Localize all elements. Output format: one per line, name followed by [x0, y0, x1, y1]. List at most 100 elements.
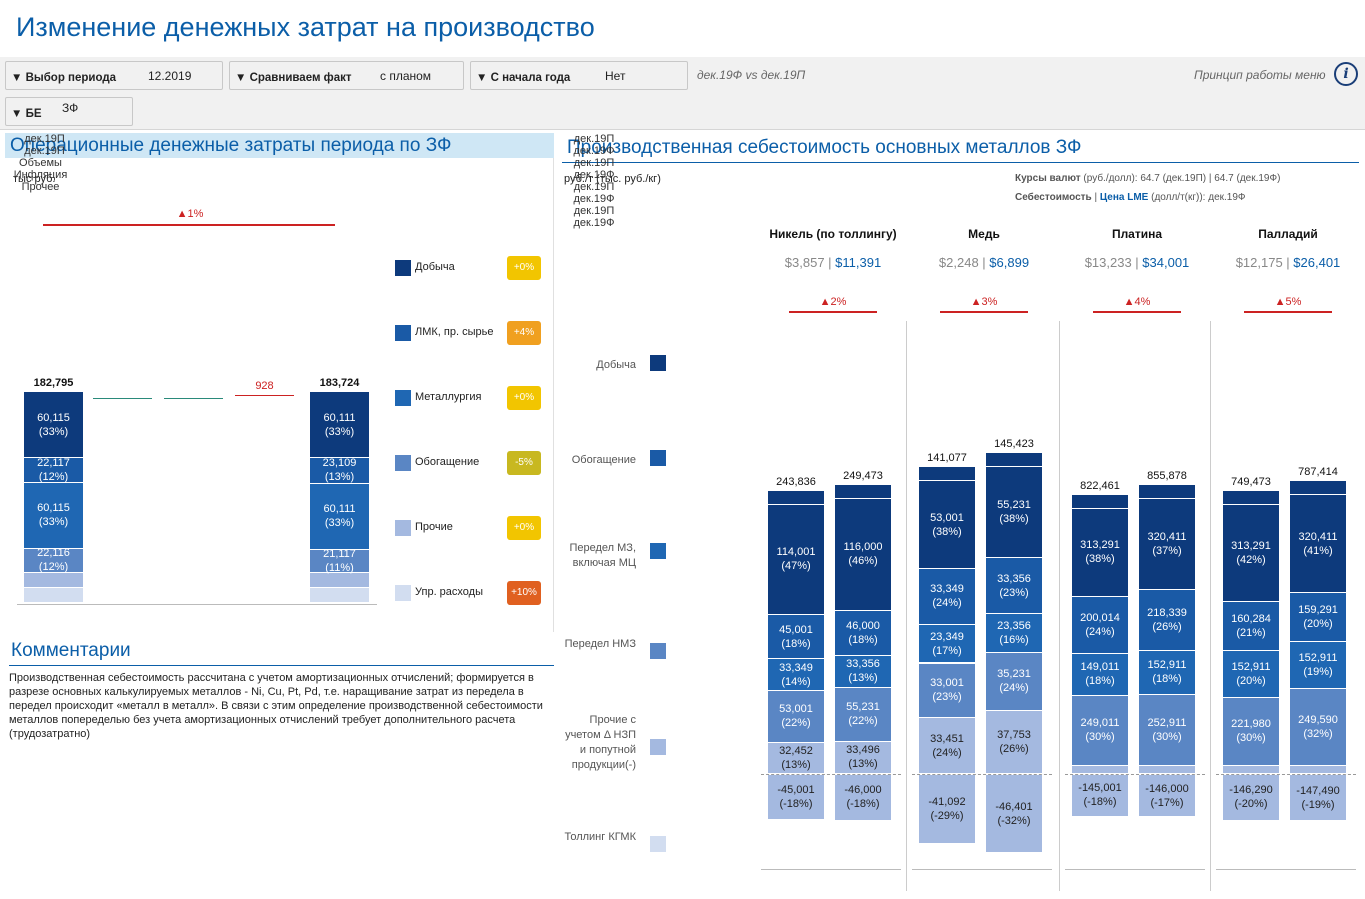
metal-bar-cap	[1139, 485, 1195, 499]
segment-value: 33,451	[930, 732, 964, 745]
metal-lme-price: $6,899	[989, 255, 1030, 270]
segment-value: 249,590	[1298, 714, 1338, 727]
bridge-label: Объемы	[19, 157, 62, 169]
left-bar2-segment: 60,111 (33%)	[310, 483, 369, 549]
metal-segment: 33,356 (23%)	[986, 558, 1042, 613]
compare-filter[interactable]: ▼ Сравниваем факт с планом	[229, 61, 464, 90]
segment-value: -45,001	[777, 783, 815, 796]
metal-segment	[1072, 766, 1128, 773]
ytd-filter-label: ▼ С начала года	[476, 72, 571, 84]
metal-lme-price: $26,401	[1293, 255, 1341, 270]
metal-segment: 53,001 (38%)	[919, 481, 975, 569]
fx-rates: Курсы валют (руб./долл): 64.7 (дек.19П) …	[1015, 173, 1280, 184]
bridge-step	[235, 395, 294, 397]
metal-segment: 46,000 (18%)	[835, 611, 891, 655]
legend-label: ЛМК, пр. сырье	[415, 326, 494, 338]
metal-bar-cap	[1223, 491, 1279, 505]
info-icon[interactable]: i	[1334, 62, 1358, 86]
metal-delta-line	[1244, 311, 1332, 313]
be-filter-label: ▼ БЕ	[11, 108, 42, 120]
right-legend-label: Передел НМЗ	[564, 638, 636, 650]
segment-percent: (13%)	[324, 471, 355, 484]
segment-percent: (47%)	[781, 560, 811, 573]
segment-value: 53,001	[779, 703, 813, 716]
period-filter-label: ▼ Выбор периода	[11, 72, 117, 84]
metal-segment: 114,001 (47%)	[768, 504, 824, 615]
cost-label: Себестоимость	[1015, 192, 1092, 203]
metal-bar-total: 249,473	[843, 469, 883, 482]
segment-value: -147,490	[1296, 784, 1340, 797]
left-bar2-segment: 21,117 (11%)	[310, 547, 369, 574]
metal-segment-negative: -45,001 (-18%)	[768, 775, 824, 819]
left-bar1-label: дек.19П	[24, 133, 65, 145]
metal-bar-cap	[835, 484, 891, 498]
comments-text: Производственная себестоимость рассчитан…	[9, 672, 543, 740]
comments-panel: Комментарии Производственная себестоимос…	[5, 636, 554, 896]
legend-swatch	[395, 520, 411, 536]
metal-segment: 218,339 (26%)	[1139, 589, 1195, 651]
segment-value: 313,291	[1080, 539, 1120, 552]
metal-cost: $2,248	[938, 255, 979, 270]
legend-badge: +0%	[507, 516, 541, 540]
segment-percent: (26%)	[999, 743, 1029, 756]
metal-segment: 33,496 (13%)	[835, 741, 891, 773]
segment-value: 33,356	[846, 658, 880, 671]
legend-label: Упр. расходы	[415, 586, 483, 598]
right-legend-swatch	[650, 643, 666, 659]
compare-filter-value: с планом	[380, 69, 432, 83]
left-bar1-segment	[24, 573, 83, 587]
left-bar1-segment: 60,115 (33%)	[24, 392, 83, 458]
right-legend-swatch	[650, 543, 666, 559]
metal-segment: 320,411 (41%)	[1290, 495, 1346, 593]
segment-percent: (32%)	[1303, 728, 1333, 741]
segment-value: 22,116	[37, 547, 70, 560]
metal-bar-cap	[919, 467, 975, 481]
right-chart: Добыча Обогащение Передел МЗ, включая МЦ Пе…	[558, 133, 1365, 899]
ytd-filter[interactable]: ▼ С начала года Нет	[470, 61, 688, 90]
lme-text: (долл/т(кг)): дек.19Ф	[1151, 192, 1246, 203]
segment-percent: (33%)	[38, 516, 69, 529]
metal-bar-label: дек.19Ф	[573, 217, 615, 229]
segment-value: 32,452	[779, 744, 813, 757]
left-bar1-segment: 22,116 (12%)	[24, 547, 83, 573]
legend-swatch	[395, 260, 411, 276]
right-legend-swatch	[650, 355, 666, 371]
bridge-value: 928	[255, 380, 274, 393]
metal-bar-total: 141,077	[927, 452, 967, 465]
left-delta-line	[43, 224, 335, 226]
lme-label: Цена LME	[1099, 192, 1149, 203]
metal-bar-total: 243,836	[776, 475, 816, 488]
group-divider	[1059, 321, 1060, 891]
zero-line	[761, 774, 901, 775]
metal-price: $2,248 | $6,899	[938, 255, 1030, 270]
compare-filter-label: ▼ Сравниваем факт	[235, 72, 352, 84]
segment-percent: (26%)	[1152, 620, 1182, 633]
bridge-step	[164, 398, 223, 400]
segment-value: 21,117	[323, 547, 356, 560]
be-filter[interactable]: ▼ БЕ ЗФ	[5, 97, 133, 126]
metal-segment: 33,349 (24%)	[919, 569, 975, 624]
segment-value: 152,911	[1147, 659, 1187, 672]
segment-percent: (16%)	[999, 633, 1029, 646]
metal-name: Платина	[1111, 227, 1163, 241]
metal-segment: 116,000 (46%)	[835, 498, 891, 611]
segment-percent: (23%)	[932, 691, 962, 704]
metal-segment: 152,911 (18%)	[1139, 651, 1195, 694]
filter-bar: ▼ Выбор периода 12.2019 ▼ Сравниваем фак…	[0, 57, 1365, 130]
period-filter[interactable]: ▼ Выбор периода 12.2019	[5, 61, 223, 90]
segment-percent: (24%)	[999, 682, 1029, 695]
segment-value: 60,111	[323, 411, 356, 424]
metal-x-axis	[912, 869, 1052, 870]
segment-percent: (30%)	[1236, 732, 1266, 745]
segment-percent: (23%)	[999, 586, 1029, 599]
help-link[interactable]: Принцип работы меню	[1194, 68, 1326, 82]
segment-percent: (46%)	[848, 555, 878, 568]
metal-segment: 55,231 (38%)	[986, 466, 1042, 558]
metal-lme-price: $11,391	[835, 255, 882, 270]
left-bar2-label: дек.19П	[24, 145, 65, 157]
metal-delta-line	[789, 311, 877, 313]
metal-segment: 160,284 (21%)	[1223, 601, 1279, 650]
metal-bar-cap	[986, 452, 1042, 466]
segment-percent: (37%)	[1152, 544, 1182, 557]
metal-segment-negative: -46,401 (-32%)	[986, 775, 1042, 853]
